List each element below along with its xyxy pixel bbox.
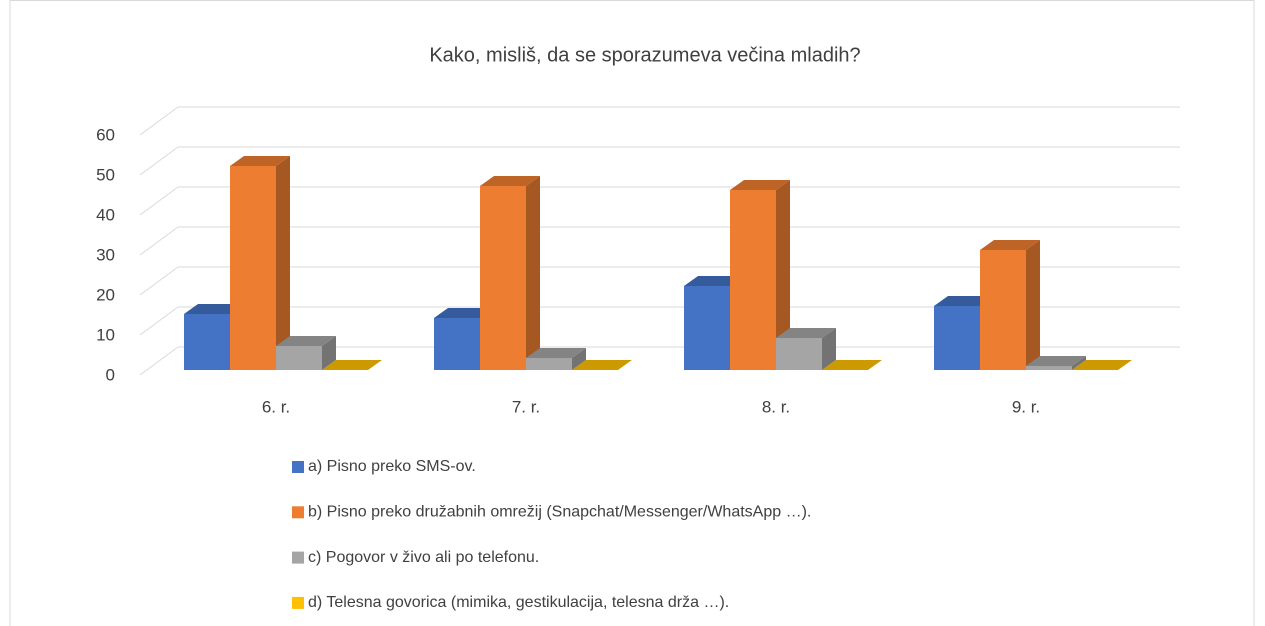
bar-top (230, 156, 290, 166)
bar (980, 250, 1026, 370)
bar-top (276, 336, 336, 346)
legend-label: a) Pisno preko SMS-ov. (308, 458, 476, 475)
bar-top (776, 328, 836, 338)
bar-top (1026, 356, 1086, 366)
bar-top (684, 276, 744, 286)
legend-label: c) Pogovor v živo ali po telefonu. (308, 549, 539, 566)
bar-side (1072, 356, 1086, 370)
bar-top (322, 360, 382, 370)
bar-side (822, 328, 836, 370)
bar-top (934, 296, 994, 306)
x-tick-label: 8. r. (762, 397, 790, 416)
grid-line (139, 266, 179, 296)
bar (184, 314, 230, 370)
y-tick-label: 40 (96, 205, 115, 224)
bar-top (730, 180, 790, 190)
bar (776, 338, 822, 370)
bar-side (776, 180, 790, 370)
legend-swatch (292, 506, 304, 519)
x-tick-label: 6. r. (262, 397, 290, 416)
legend-swatch (292, 551, 304, 564)
legend-swatch (292, 461, 304, 473)
bar (230, 166, 276, 370)
grid-line (139, 186, 179, 216)
y-tick-label: 10 (96, 325, 115, 344)
bar-top (980, 240, 1040, 250)
chart-title: Kako, misliš, da se sporazumeva večina m… (429, 44, 860, 66)
bar (684, 286, 730, 370)
grid-line (139, 306, 179, 336)
bar (1026, 366, 1072, 370)
bar-side (276, 156, 290, 370)
grid-line (139, 346, 179, 376)
legend-label: d) Telesna govorica (mimika, gestikulaci… (308, 594, 729, 611)
bar (730, 190, 776, 370)
bar-top (526, 348, 586, 358)
y-tick-label: 60 (96, 125, 115, 144)
bar (434, 318, 480, 370)
y-tick-label: 0 (106, 365, 115, 384)
y-tick-label: 50 (96, 165, 115, 184)
bar (276, 346, 322, 370)
legend-swatch (292, 596, 304, 609)
grid-line (139, 226, 179, 256)
x-tick-label: 9. r. (1012, 397, 1040, 416)
bar-top (184, 304, 244, 314)
x-tick-label: 7. r. (512, 397, 540, 416)
bar-top (572, 360, 632, 370)
y-tick-label: 20 (96, 285, 115, 304)
bar-side (322, 336, 336, 370)
bar-top (434, 308, 494, 318)
bar-top (822, 360, 882, 370)
bar-top (1072, 360, 1132, 370)
bar-top (480, 176, 540, 186)
bar-side (572, 348, 586, 370)
grid-line (139, 146, 179, 176)
y-tick-label: 30 (96, 245, 115, 264)
bar (480, 186, 526, 370)
bar (526, 358, 572, 370)
bar-side (1026, 240, 1040, 370)
bar (934, 306, 980, 370)
bar-side (526, 176, 540, 370)
grid-line (139, 106, 179, 136)
legend-label: b) Pisno preko družabnih omrežij (Snapch… (308, 504, 811, 521)
